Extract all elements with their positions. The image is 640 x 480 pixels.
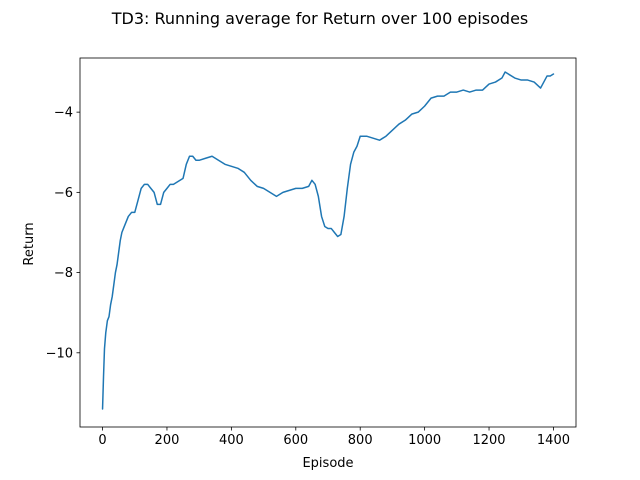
x-tick-label: 1400 xyxy=(537,433,570,448)
axes-frame xyxy=(79,57,577,428)
x-tick-label: 600 xyxy=(283,433,308,448)
series-line xyxy=(101,71,555,410)
x-tick-label: 200 xyxy=(155,433,180,448)
x-axis: 0 200 400 600 800 1000 1200 1400 xyxy=(98,427,570,448)
y-tick-label: −8 xyxy=(54,266,73,281)
x-tick-label: 400 xyxy=(219,433,244,448)
x-tick-label: 1200 xyxy=(472,433,505,448)
y-tick-label: −6 xyxy=(54,186,73,201)
x-tick-label: 800 xyxy=(348,433,373,448)
chart-title: TD3: Running average for Return over 100… xyxy=(111,9,529,28)
y-tick-label: −4 xyxy=(54,106,73,121)
y-tick-label: −10 xyxy=(46,346,73,361)
plot-area xyxy=(101,71,555,410)
x-tick-label: 0 xyxy=(98,433,106,448)
y-axis: −10 −8 −6 −4 xyxy=(46,106,80,361)
x-axis-label: Episode xyxy=(302,456,353,471)
x-tick-label: 1000 xyxy=(408,433,441,448)
y-axis-label: Return xyxy=(22,222,37,265)
